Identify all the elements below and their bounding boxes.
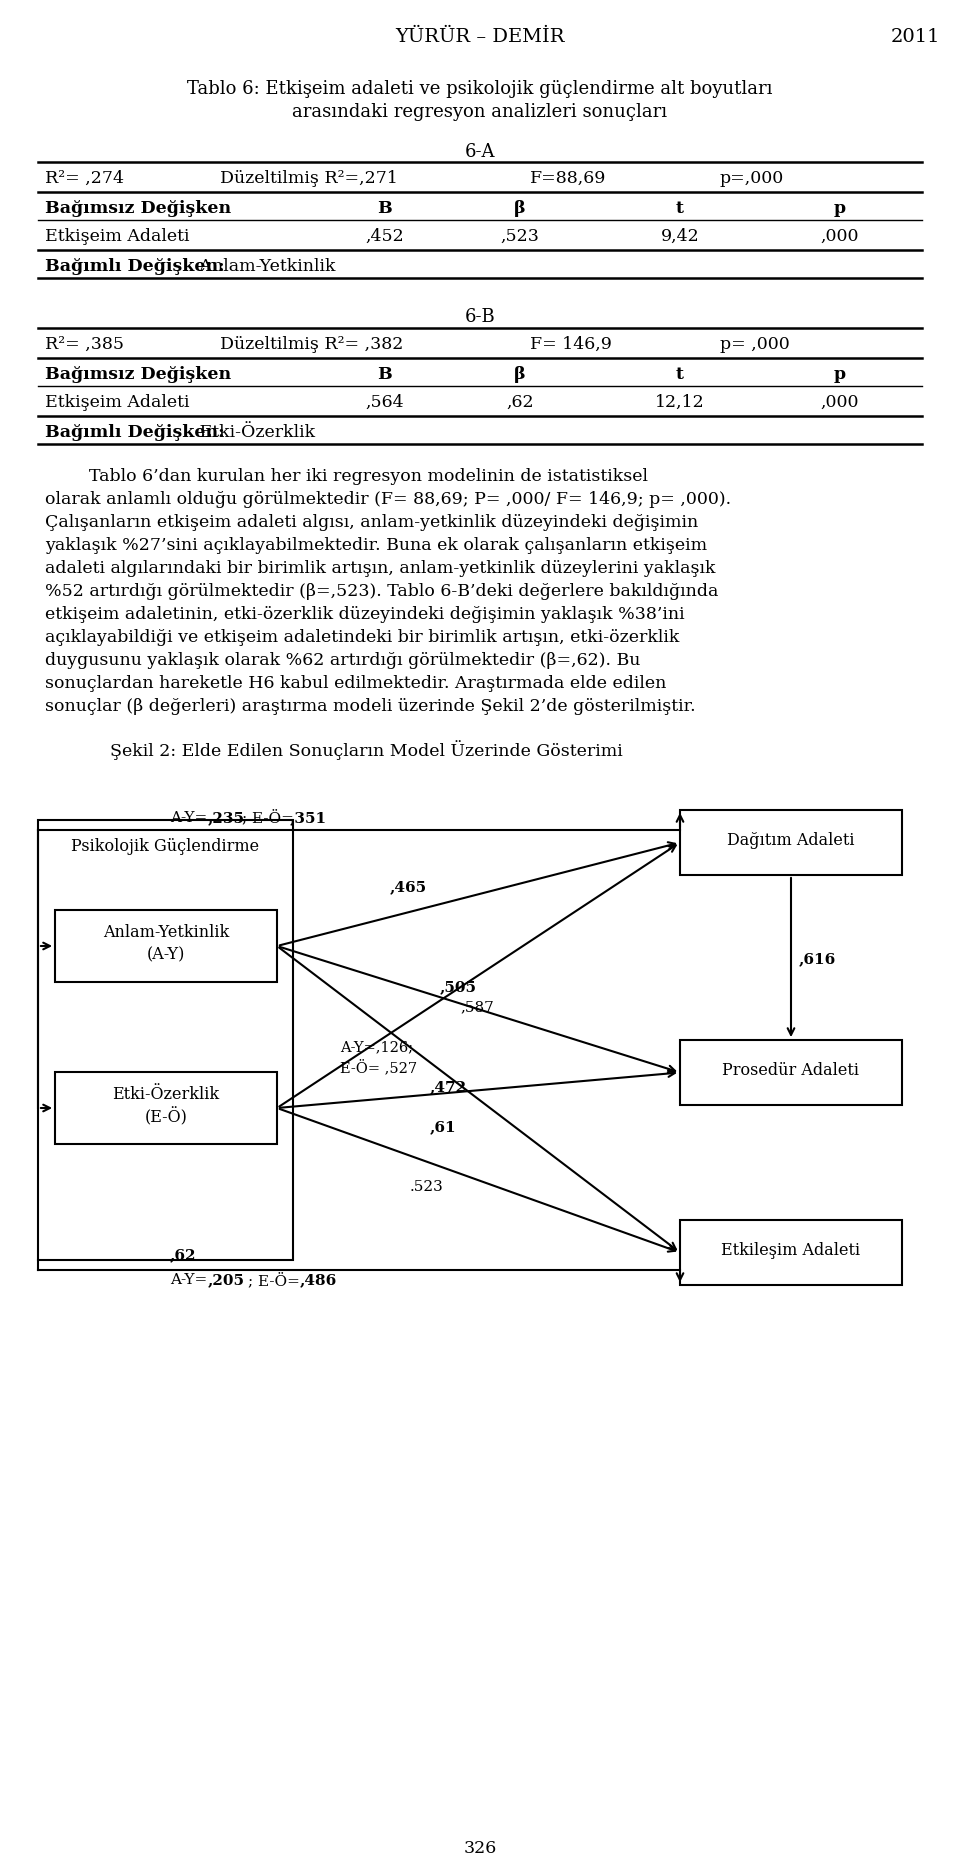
Text: (E-Ö): (E-Ö) <box>145 1108 187 1127</box>
Text: Etki-Özerklik: Etki-Özerklik <box>194 425 315 441</box>
Text: 6-B: 6-B <box>465 307 495 326</box>
Text: (A-Y): (A-Y) <box>147 946 185 963</box>
Text: Şekil 2: Elde Edilen Sonuçların Model Üzerinde Gösterimi: Şekil 2: Elde Edilen Sonuçların Model Üz… <box>110 739 623 760</box>
Text: ,205: ,205 <box>208 1274 245 1287</box>
Text: adaleti algılarındaki bir birimlik artışın, anlam-yetkinlik düzeylerini yaklaşık: adaleti algılarındaki bir birimlik artış… <box>45 560 715 577</box>
Text: E-Ö= ,527: E-Ö= ,527 <box>340 1059 418 1076</box>
Text: A-Y=,126;: A-Y=,126; <box>340 1041 413 1054</box>
Text: ; E-Ö=: ; E-Ö= <box>242 810 294 825</box>
Text: A-Y=: A-Y= <box>170 812 207 825</box>
Text: Bağımlı Değişken:: Bağımlı Değişken: <box>45 425 225 441</box>
Text: t: t <box>676 199 684 218</box>
Text: Bağımlı Değişken:: Bağımlı Değişken: <box>45 259 225 276</box>
Text: ,564: ,564 <box>366 395 404 412</box>
Text: yaklaşık %27’sini açıklayabilmektedir. Buna ek olarak çalışanların etkişeim: yaklaşık %27’sini açıklayabilmektedir. B… <box>45 536 708 555</box>
Text: 2011: 2011 <box>891 28 940 47</box>
Text: duygusunu yaklaşık olarak %62 artırdığı görülmektedir (β=,62). Bu: duygusunu yaklaşık olarak %62 artırdığı … <box>45 652 640 668</box>
Text: ,000: ,000 <box>821 227 859 246</box>
Text: B: B <box>377 199 393 218</box>
Text: Bağımsız Değişken: Bağımsız Değişken <box>45 199 231 218</box>
Text: sonuçlardan hareketle H6 kabul edilmektedir. Araştırmada elde edilen: sonuçlardan hareketle H6 kabul edilmekte… <box>45 676 666 693</box>
Text: Prosedür Adaleti: Prosedür Adaleti <box>723 1061 859 1078</box>
Text: arasındaki regresyon analizleri sonuçları: arasındaki regresyon analizleri sonuçlar… <box>293 102 667 121</box>
Text: Anlam-Yetkinlik: Anlam-Yetkinlik <box>103 924 229 940</box>
Text: Çalışanların etkişeim adaleti algısı, anlam-yetkinlik düzeyindeki değişimin: Çalışanların etkişeim adaleti algısı, an… <box>45 514 698 531</box>
Text: %52 artırdığı görülmektedir (β=,523). Tablo 6-B’deki değerlere bakıldığında: %52 artırdığı görülmektedir (β=,523). Ta… <box>45 583 718 600</box>
Text: B: B <box>377 367 393 384</box>
Text: Dağıtım Adaleti: Dağıtım Adaleti <box>728 832 854 849</box>
Text: ,000: ,000 <box>821 395 859 412</box>
Text: 6-A: 6-A <box>465 143 495 160</box>
Bar <box>680 1041 902 1104</box>
Text: p= ,000: p= ,000 <box>720 335 790 354</box>
Text: Etkişeim Adaleti: Etkişeim Adaleti <box>45 227 189 246</box>
Text: 9,42: 9,42 <box>660 227 700 246</box>
Text: ,616: ,616 <box>799 951 836 966</box>
Text: ,61: ,61 <box>430 1121 457 1134</box>
Text: ,62: ,62 <box>170 1248 197 1262</box>
Text: ,465: ,465 <box>390 881 427 894</box>
Text: p=,000: p=,000 <box>720 169 784 186</box>
Text: Etki-Özerklik: Etki-Özerklik <box>112 1086 220 1102</box>
Bar <box>55 1073 277 1143</box>
Text: Tablo 6’dan kurulan her iki regresyon modelinin de istatistiksel: Tablo 6’dan kurulan her iki regresyon mo… <box>45 467 648 484</box>
Text: ,452: ,452 <box>366 227 404 246</box>
Text: etkişeim adaletinin, etki-özerklik düzeyindeki değişimin yaklaşık %38’ini: etkişeim adaletinin, etki-özerklik düzey… <box>45 605 684 624</box>
Text: Düzeltilmiş R²=,271: Düzeltilmiş R²=,271 <box>220 169 397 186</box>
Text: F=88,69: F=88,69 <box>530 169 607 186</box>
Text: β: β <box>515 199 526 218</box>
Text: ; E-Ö=: ; E-Ö= <box>248 1274 304 1289</box>
Text: Düzeltilmiş R²= ,382: Düzeltilmiş R²= ,382 <box>220 335 403 354</box>
Text: β: β <box>515 367 526 384</box>
Text: t: t <box>676 367 684 384</box>
Text: olarak anlamlı olduğu görülmektedir (F= 88,69; P= ,000/ F= 146,9; p= ,000).: olarak anlamlı olduğu görülmektedir (F= … <box>45 492 732 508</box>
Bar <box>55 911 277 981</box>
Text: R²= ,385: R²= ,385 <box>45 335 124 354</box>
Text: p: p <box>834 199 846 218</box>
Text: 12,12: 12,12 <box>655 395 705 412</box>
Text: ,472: ,472 <box>430 1080 468 1095</box>
Text: F= 146,9: F= 146,9 <box>530 335 612 354</box>
Bar <box>680 810 902 875</box>
Bar <box>38 819 293 1261</box>
Text: ,486: ,486 <box>300 1274 337 1287</box>
Text: Etkileşim Adaleti: Etkileşim Adaleti <box>721 1242 860 1259</box>
Text: Etkişeim Adaleti: Etkişeim Adaleti <box>45 395 189 412</box>
Text: ,351: ,351 <box>290 812 327 825</box>
Text: Tablo 6: Etkişeim adaleti ve psikolojik güçlendirme alt boyutları: Tablo 6: Etkişeim adaleti ve psikolojik … <box>187 80 773 99</box>
Text: sonuçlar (β değerleri) araştırma modeli üzerinde Şekil 2’de gösterilmiştir.: sonuçlar (β değerleri) araştırma modeli … <box>45 698 696 715</box>
Text: açıklayabildiği ve etkişeim adaletindeki bir birimlik artışın, etki-özerklik: açıklayabildiği ve etkişeim adaletindeki… <box>45 629 680 646</box>
Text: ,235: ,235 <box>208 812 245 825</box>
Text: A-Y=: A-Y= <box>170 1274 207 1287</box>
Text: R²= ,274: R²= ,274 <box>45 169 124 186</box>
Text: Bağımsız Değişken: Bağımsız Değişken <box>45 367 231 384</box>
Text: .523: .523 <box>410 1181 444 1194</box>
Text: ,505: ,505 <box>440 979 477 994</box>
Bar <box>680 1220 902 1285</box>
Text: p: p <box>834 367 846 384</box>
Text: ,62: ,62 <box>506 395 534 412</box>
Text: ,587: ,587 <box>460 1000 493 1015</box>
Text: ,523: ,523 <box>500 227 540 246</box>
Text: Psikolojik Güçlendirme: Psikolojik Güçlendirme <box>71 838 259 855</box>
Text: Anlam-Yetkinlik: Anlam-Yetkinlik <box>194 259 335 276</box>
Text: 326: 326 <box>464 1840 496 1856</box>
Text: YÜRÜR – DEMİR: YÜRÜR – DEMİR <box>396 28 564 47</box>
